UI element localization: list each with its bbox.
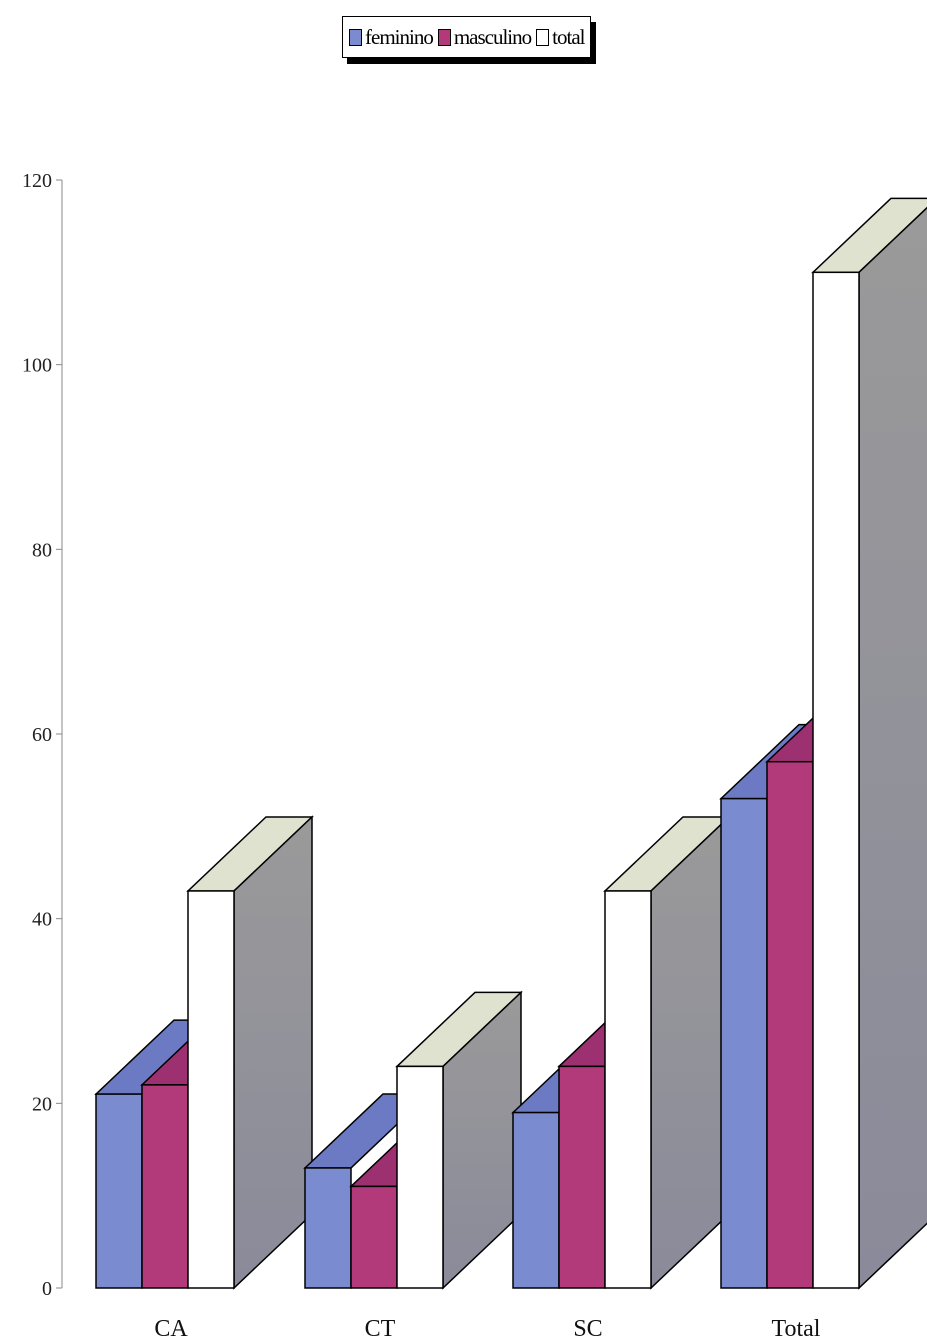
legend: feminino masculino total	[342, 16, 592, 58]
legend-label-total: total	[552, 24, 585, 49]
y-axis: 0 20 40 60 80 100 120	[22, 170, 63, 1300]
x-tick-label: CA	[154, 1316, 188, 1342]
y-tick-label: 120	[22, 170, 52, 192]
legend-label-masculino: masculino	[453, 24, 532, 49]
x-tick-label: SC	[573, 1316, 602, 1342]
y-tick-label: 60	[32, 724, 52, 746]
legend-swatch-masculino	[437, 28, 451, 46]
bar-total-sc	[603, 815, 731, 1290]
y-tick-label: 100	[22, 355, 52, 377]
legend-item-total: total	[536, 24, 585, 50]
legend-item-masculino: masculino	[437, 24, 532, 50]
y-tick-label: 0	[42, 1278, 52, 1300]
x-axis-labels: CA CT SC Total	[154, 1316, 820, 1342]
y-tick-label: 20	[32, 1093, 52, 1115]
legend-label-feminino: feminino	[365, 24, 434, 49]
bar-total-ca	[186, 815, 314, 1290]
legend-item-feminino: feminino	[349, 24, 434, 50]
y-tick-label: 40	[32, 909, 52, 931]
bar-total-total	[811, 197, 927, 1290]
legend-swatch-total	[536, 28, 550, 46]
x-tick-label: Total	[772, 1316, 821, 1342]
legend-swatch-feminino	[349, 28, 362, 46]
y-tick-label: 80	[32, 539, 52, 561]
bar-total-ct	[395, 990, 523, 1290]
x-tick-label: CT	[365, 1316, 396, 1342]
bars	[94, 197, 927, 1290]
